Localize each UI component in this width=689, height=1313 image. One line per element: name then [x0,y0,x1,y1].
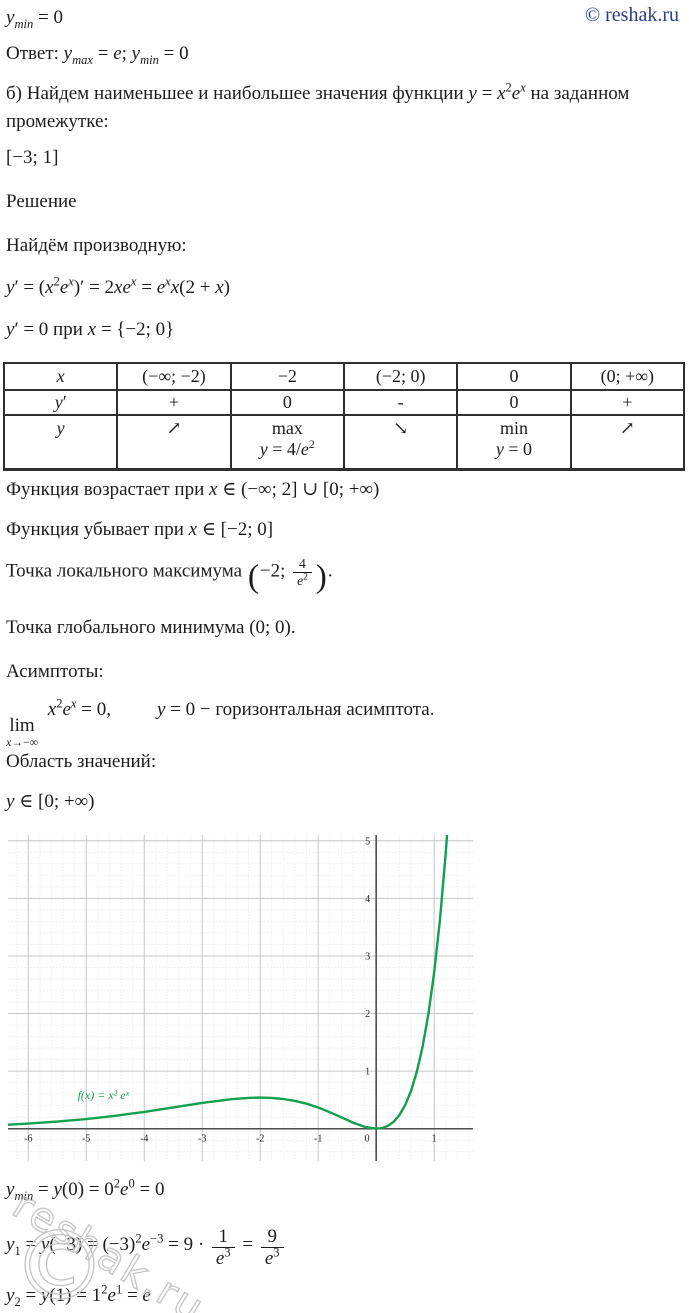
line-global-min: Точка глобального минимума (0; 0). [6,617,296,638]
line-ymin-top: ymin = 0 [6,7,63,31]
table-cell: y [2,414,119,471]
sign-table: x (−∞; −2) −2 (−2; 0) 0 (0; +∞) y′ +0-0 + y ↗ max y … [2,362,686,471]
line-limit: lim x→−∞ x2ex = 0, y = 0 − горизонтальная … [6,696,435,749]
table-cell: y′ [2,389,119,416]
derivative-title: Найдём производную: [6,235,187,256]
asymptotes-title: Асимптоты: [6,661,104,682]
table-cell: (0; +∞) [569,362,686,391]
line-answer: Ответ: ymax = e; ymin = 0 [6,43,189,67]
site-logo: © reshak.ru [584,4,679,26]
table-cell: 0 [456,389,572,416]
svg-text:f(x) = x² eˣ: f(x) = x² eˣ [78,1088,130,1102]
range-title: Область значений: [6,751,157,772]
svg-text:5: 5 [365,836,370,847]
svg-text:2: 2 [365,1009,370,1020]
table-cell: ↗ [116,414,232,471]
line-y2-calc: y2 = y(1) = 12e1 = e [6,1282,151,1309]
line-decrease: Функция убывает при x ∈ [−2; 0] [6,519,274,540]
solution-title: Решение [6,191,77,212]
svg-text:-1: -1 [314,1134,322,1145]
svg-text:-4: -4 [140,1134,148,1145]
table-cell: (−∞; −2) [116,362,232,391]
svg-text:-6: -6 [24,1134,32,1145]
svg-text:1: 1 [432,1134,437,1145]
svg-text:3: 3 [365,951,370,962]
table-cell: ↘ [342,414,459,471]
svg-text:4: 4 [365,894,370,905]
table-cell: + [116,389,232,416]
line-y1-calc: y1 = y(−3) = (−3)2e−3 = 9 · 1 e3 = 9 e3 [6,1226,287,1270]
table-cell: −2 [229,362,345,391]
table-cell: + [569,389,686,416]
line-increase: Функция возрастает при x ∈ (−∞; 2] ∪ [0;… [6,479,380,500]
line-interval: [−3; 1] [6,147,59,168]
svg-text:1: 1 [365,1067,370,1078]
table-cell: - [342,389,459,416]
function-plot-svg: -6 -5 -4 -3 -2 -1 0 1 1 2 3 4 5 f(x) = x² eˣ [3,805,473,1161]
table-cell: (−2; 0) [342,362,459,391]
line-roots: y′ = 0 при x = {−2; 0} [6,319,175,340]
table-cell: 0 [456,362,572,391]
table-cell: x [2,362,119,391]
function-plot: -6 -5 -4 -3 -2 -1 0 1 1 2 3 4 5 f(x) = x² eˣ [3,805,473,1161]
table-cell: min y = 0 [456,414,572,471]
line-ymin-calc: ymin = y(0) = 02e0 = 0 [6,1176,165,1203]
table-cell: ↗ [569,414,686,471]
line-derivative: y′ = (x2ex)′ = 2xex = exx(2 + x) [6,274,230,298]
table-cell: max y = 4/e2 [229,414,345,471]
line-range: y ∈ [0; +∞) [6,791,95,812]
table-cell: 0 [229,389,345,416]
svg-text:-5: -5 [82,1134,90,1145]
line-local-max: Точка локального максимума (−2; 4 e2). [6,556,333,595]
svg-text:0: 0 [365,1134,370,1145]
task-paragraph: б) Найдем наименьшее и наибольшее значен… [6,80,630,132]
svg-text:-2: -2 [256,1134,264,1145]
svg-text:-3: -3 [198,1134,206,1145]
